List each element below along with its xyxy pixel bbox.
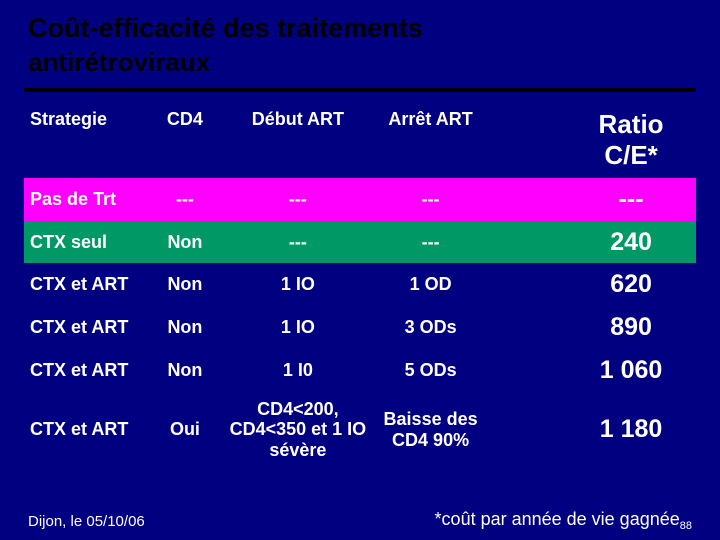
cell-cd4: Non (148, 221, 221, 264)
cell-ratio: 240 (566, 221, 696, 264)
cell-cd4: Non (148, 306, 221, 349)
title-rule (24, 88, 696, 92)
header-arret: Arrêt ART (374, 102, 487, 178)
slide-title: Coût-efficacité des traitements antirétr… (0, 0, 720, 84)
header-strategie: Strategie (24, 102, 148, 178)
cell-ratio: 620 (566, 263, 696, 306)
cell-debut: --- (222, 221, 374, 264)
cell-arret: 1 OD (374, 263, 487, 306)
header-cd4: CD4 (148, 102, 221, 178)
title-bold: Coût-efficacité (28, 13, 216, 43)
cell-gap (487, 263, 566, 306)
cell-arret: 5 ODs (374, 349, 487, 392)
title-rest: des traitements (216, 13, 423, 43)
cell-arret: Baisse des CD4 90% (374, 392, 487, 468)
cell-strategie: CTX et ART (24, 349, 148, 392)
cell-ratio: --- (566, 178, 696, 221)
cell-strategie: CTX et ART (24, 392, 148, 468)
table-row: CTX et ARTNon1 IO3 ODs 890 (24, 306, 696, 349)
cell-arret: --- (374, 221, 487, 264)
cell-gap (487, 349, 566, 392)
footer-note: *coût par année de vie gagnée (435, 509, 680, 529)
table-row: CTX seulNon------240 (24, 221, 696, 264)
cell-strategie: CTX seul (24, 221, 148, 264)
cell-arret: 3 ODs (374, 306, 487, 349)
cell-debut: CD4<200, CD4<350 et 1 IO sévère (222, 392, 374, 468)
cost-effectiveness-table: Strategie CD4 Début ART Arrêt ART Ratio … (24, 102, 696, 468)
cell-arret: --- (374, 178, 487, 221)
table-row: CTX et ARTNon1 I05 ODs 1 060 (24, 349, 696, 392)
cell-gap (487, 221, 566, 264)
page-number: 88 (680, 520, 692, 532)
cell-strategie: Pas de Trt (24, 178, 148, 221)
cell-debut: 1 IO (222, 263, 374, 306)
cell-ratio: 1 180 (566, 392, 696, 468)
footer: Dijon, le 05/10/06 *coût par année de vi… (0, 509, 720, 530)
table-row: CTX et ARTOuiCD4<200, CD4<350 et 1 IO sé… (24, 392, 696, 468)
cell-gap (487, 306, 566, 349)
cell-cd4: Oui (148, 392, 221, 468)
cell-cd4: Non (148, 349, 221, 392)
table-row: CTX et ARTNon1 IO1 OD 620 (24, 263, 696, 306)
cell-ratio: 1 060 (566, 349, 696, 392)
title-line2: antirétroviraux (28, 47, 210, 77)
header-gap (487, 102, 566, 178)
footer-date: Dijon, le 05/10/06 (28, 513, 145, 530)
cell-cd4: --- (148, 178, 221, 221)
cell-strategie: CTX et ART (24, 306, 148, 349)
cell-ratio: 890 (566, 306, 696, 349)
cell-debut: 1 IO (222, 306, 374, 349)
table-row: Pas de Trt------------ (24, 178, 696, 221)
header-ratio: Ratio C/E* (566, 102, 696, 178)
cell-debut: 1 I0 (222, 349, 374, 392)
cell-debut: --- (222, 178, 374, 221)
header-debut: Début ART (222, 102, 374, 178)
cell-strategie: CTX et ART (24, 263, 148, 306)
cell-gap (487, 392, 566, 468)
cell-cd4: Non (148, 263, 221, 306)
table-header-row: Strategie CD4 Début ART Arrêt ART Ratio … (24, 102, 696, 178)
cell-gap (487, 178, 566, 221)
